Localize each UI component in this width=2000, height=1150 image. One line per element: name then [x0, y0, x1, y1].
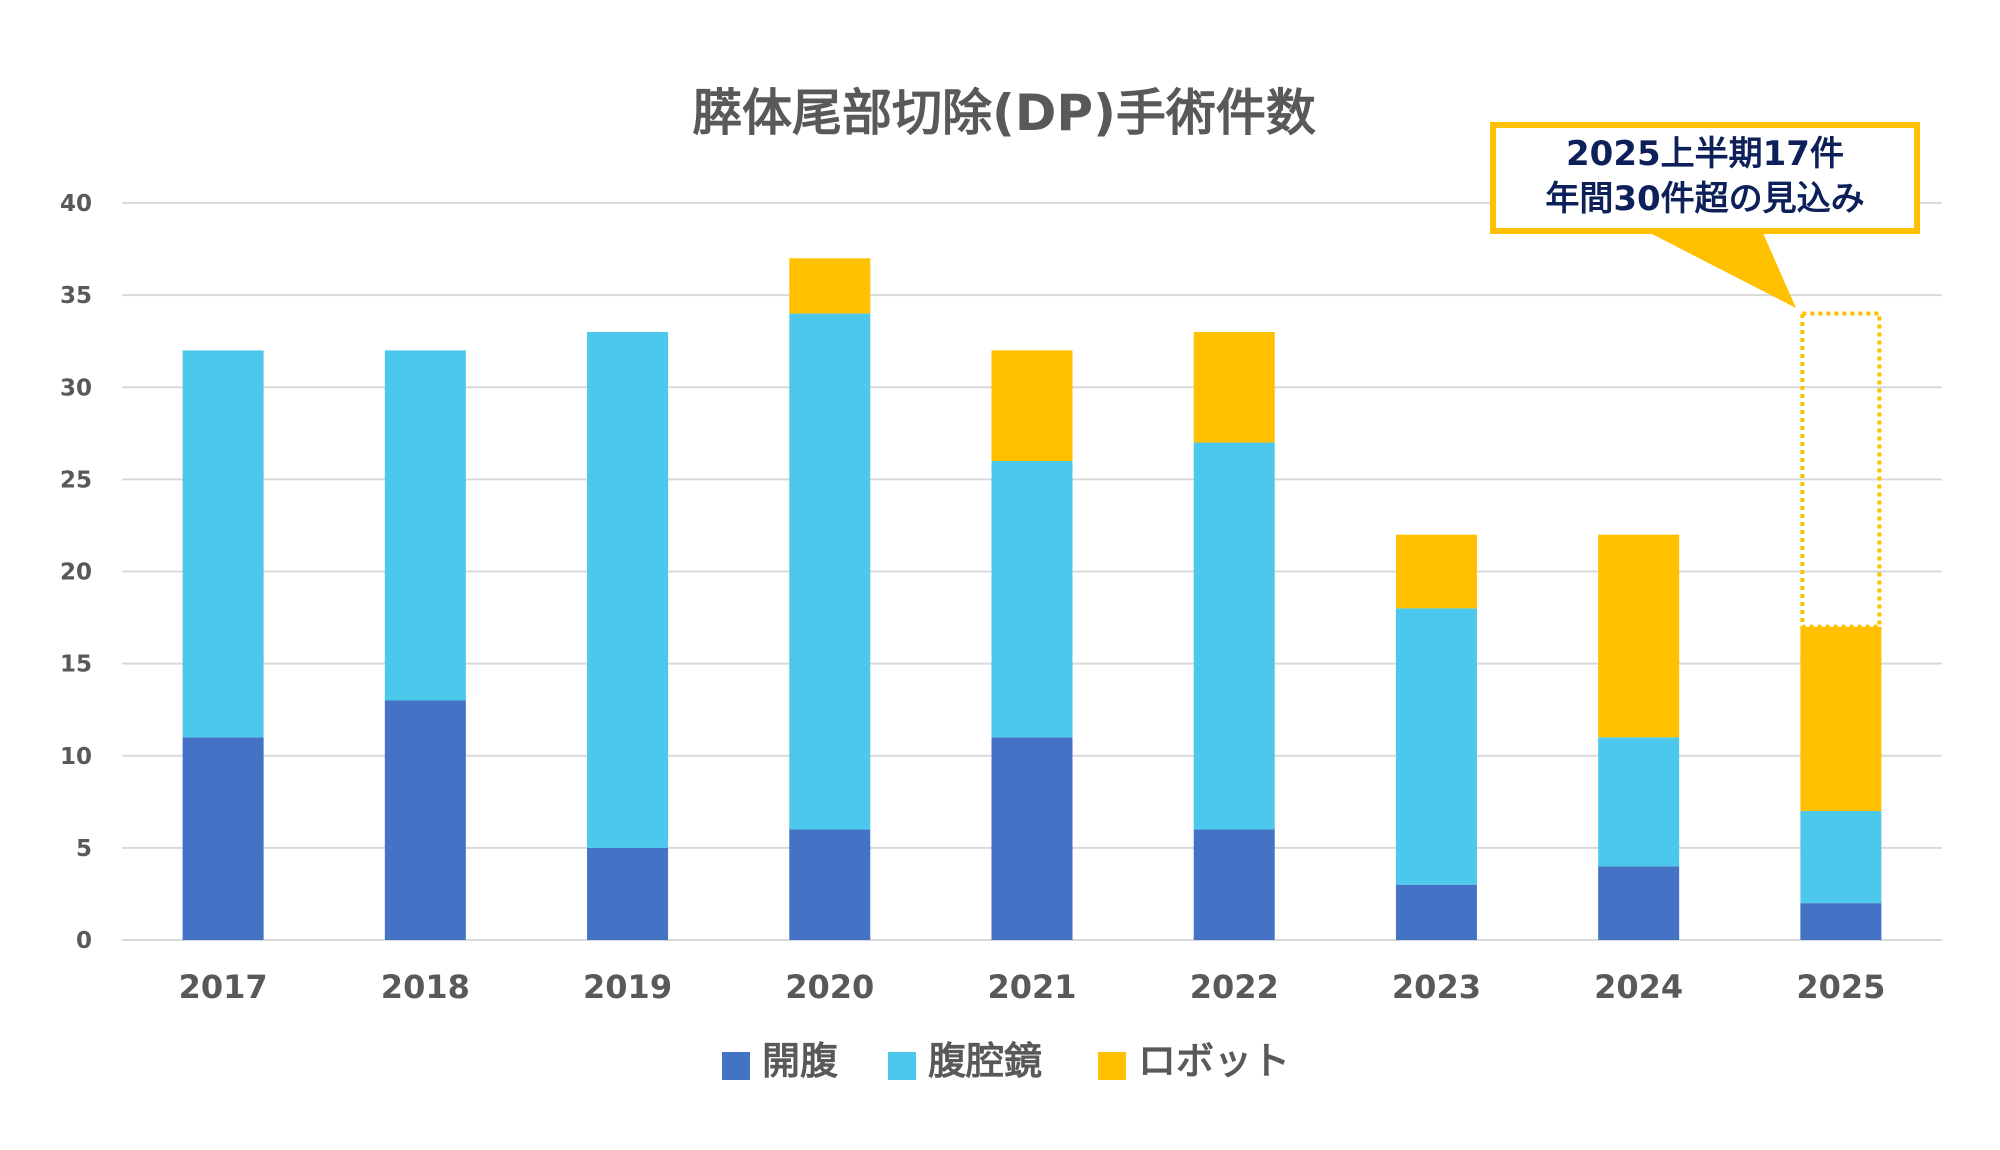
bar-segment: [1598, 534, 1680, 738]
bar-segment: [384, 700, 466, 940]
bar-segment: [1598, 737, 1680, 867]
x-tick-label: 2023: [1392, 968, 1481, 1006]
bar-segment: [789, 313, 871, 830]
bar-segment: [1395, 884, 1477, 940]
bar-segment: [1800, 903, 1882, 940]
legend-swatch: [1098, 1052, 1126, 1080]
annotation-callout: 2025上半期17件 年間30件超の見込み: [1490, 122, 1920, 308]
legend-label: 腹腔鏡: [928, 1039, 1042, 1083]
bar-segment: [1193, 331, 1275, 443]
y-tick-label: 30: [60, 375, 92, 401]
x-tick-label: 2017: [179, 968, 268, 1006]
bar-segment: [182, 350, 264, 738]
legend: 開腹 腹腔鏡 ロボット: [722, 1039, 1290, 1083]
legend-swatch: [888, 1052, 916, 1080]
y-tick-label: 15: [60, 652, 92, 678]
callout-line-2: 年間30件超の見込み: [1545, 179, 1864, 219]
bar-segment: [1395, 534, 1477, 609]
y-tick-label: 0: [76, 928, 92, 954]
bar-segment: [991, 460, 1073, 738]
bar-segment: [991, 350, 1073, 461]
x-tick-label: 2024: [1594, 968, 1683, 1006]
y-tick-label: 35: [60, 283, 92, 309]
bar-segment: [182, 737, 264, 940]
bars: [182, 258, 1882, 940]
bar-segment: [1395, 608, 1477, 885]
x-tick-label: 2025: [1796, 968, 1885, 1006]
y-tick-label: 40: [60, 191, 92, 217]
bar-segment: [587, 331, 669, 848]
x-tick-label: 2020: [785, 968, 874, 1006]
bar-segment: [991, 737, 1073, 940]
bar-segment: [1800, 626, 1882, 812]
bar-segment: [587, 847, 669, 940]
legend-label: ロボット: [1138, 1039, 1290, 1083]
callout-box: [1490, 122, 1920, 234]
x-tick-label: 2022: [1190, 968, 1279, 1006]
bar-segment: [1193, 442, 1275, 830]
y-axis-ticks: 0 5 10 15 20 25 30 35 40: [60, 191, 92, 954]
x-tick-label: 2018: [381, 968, 470, 1006]
x-axis-ticks: 2017 2018 2019 2020 2021 2022 2023 2024 2025: [179, 968, 1886, 1006]
bar-segment: [1800, 811, 1882, 904]
legend-label: 開腹: [762, 1039, 839, 1083]
y-tick-label: 5: [76, 836, 92, 862]
bar-segment: [1598, 866, 1680, 940]
y-tick-label: 20: [60, 560, 92, 586]
callout-line-1: 2025上半期17件: [1566, 134, 1844, 174]
bar-segment: [1193, 829, 1275, 940]
chart-title: 膵体尾部切除(DP)手術件数: [692, 84, 1316, 142]
callout-tail: [1650, 233, 1796, 308]
bar-segment: [384, 350, 466, 701]
bar-segment: [789, 258, 871, 314]
y-tick-label: 25: [60, 467, 92, 493]
bar-segment: [789, 829, 871, 940]
x-tick-label: 2019: [583, 968, 672, 1006]
x-tick-label: 2021: [987, 968, 1076, 1006]
projection-outline: [1800, 311, 1882, 629]
legend-swatch: [722, 1052, 750, 1080]
y-tick-label: 10: [60, 744, 92, 770]
